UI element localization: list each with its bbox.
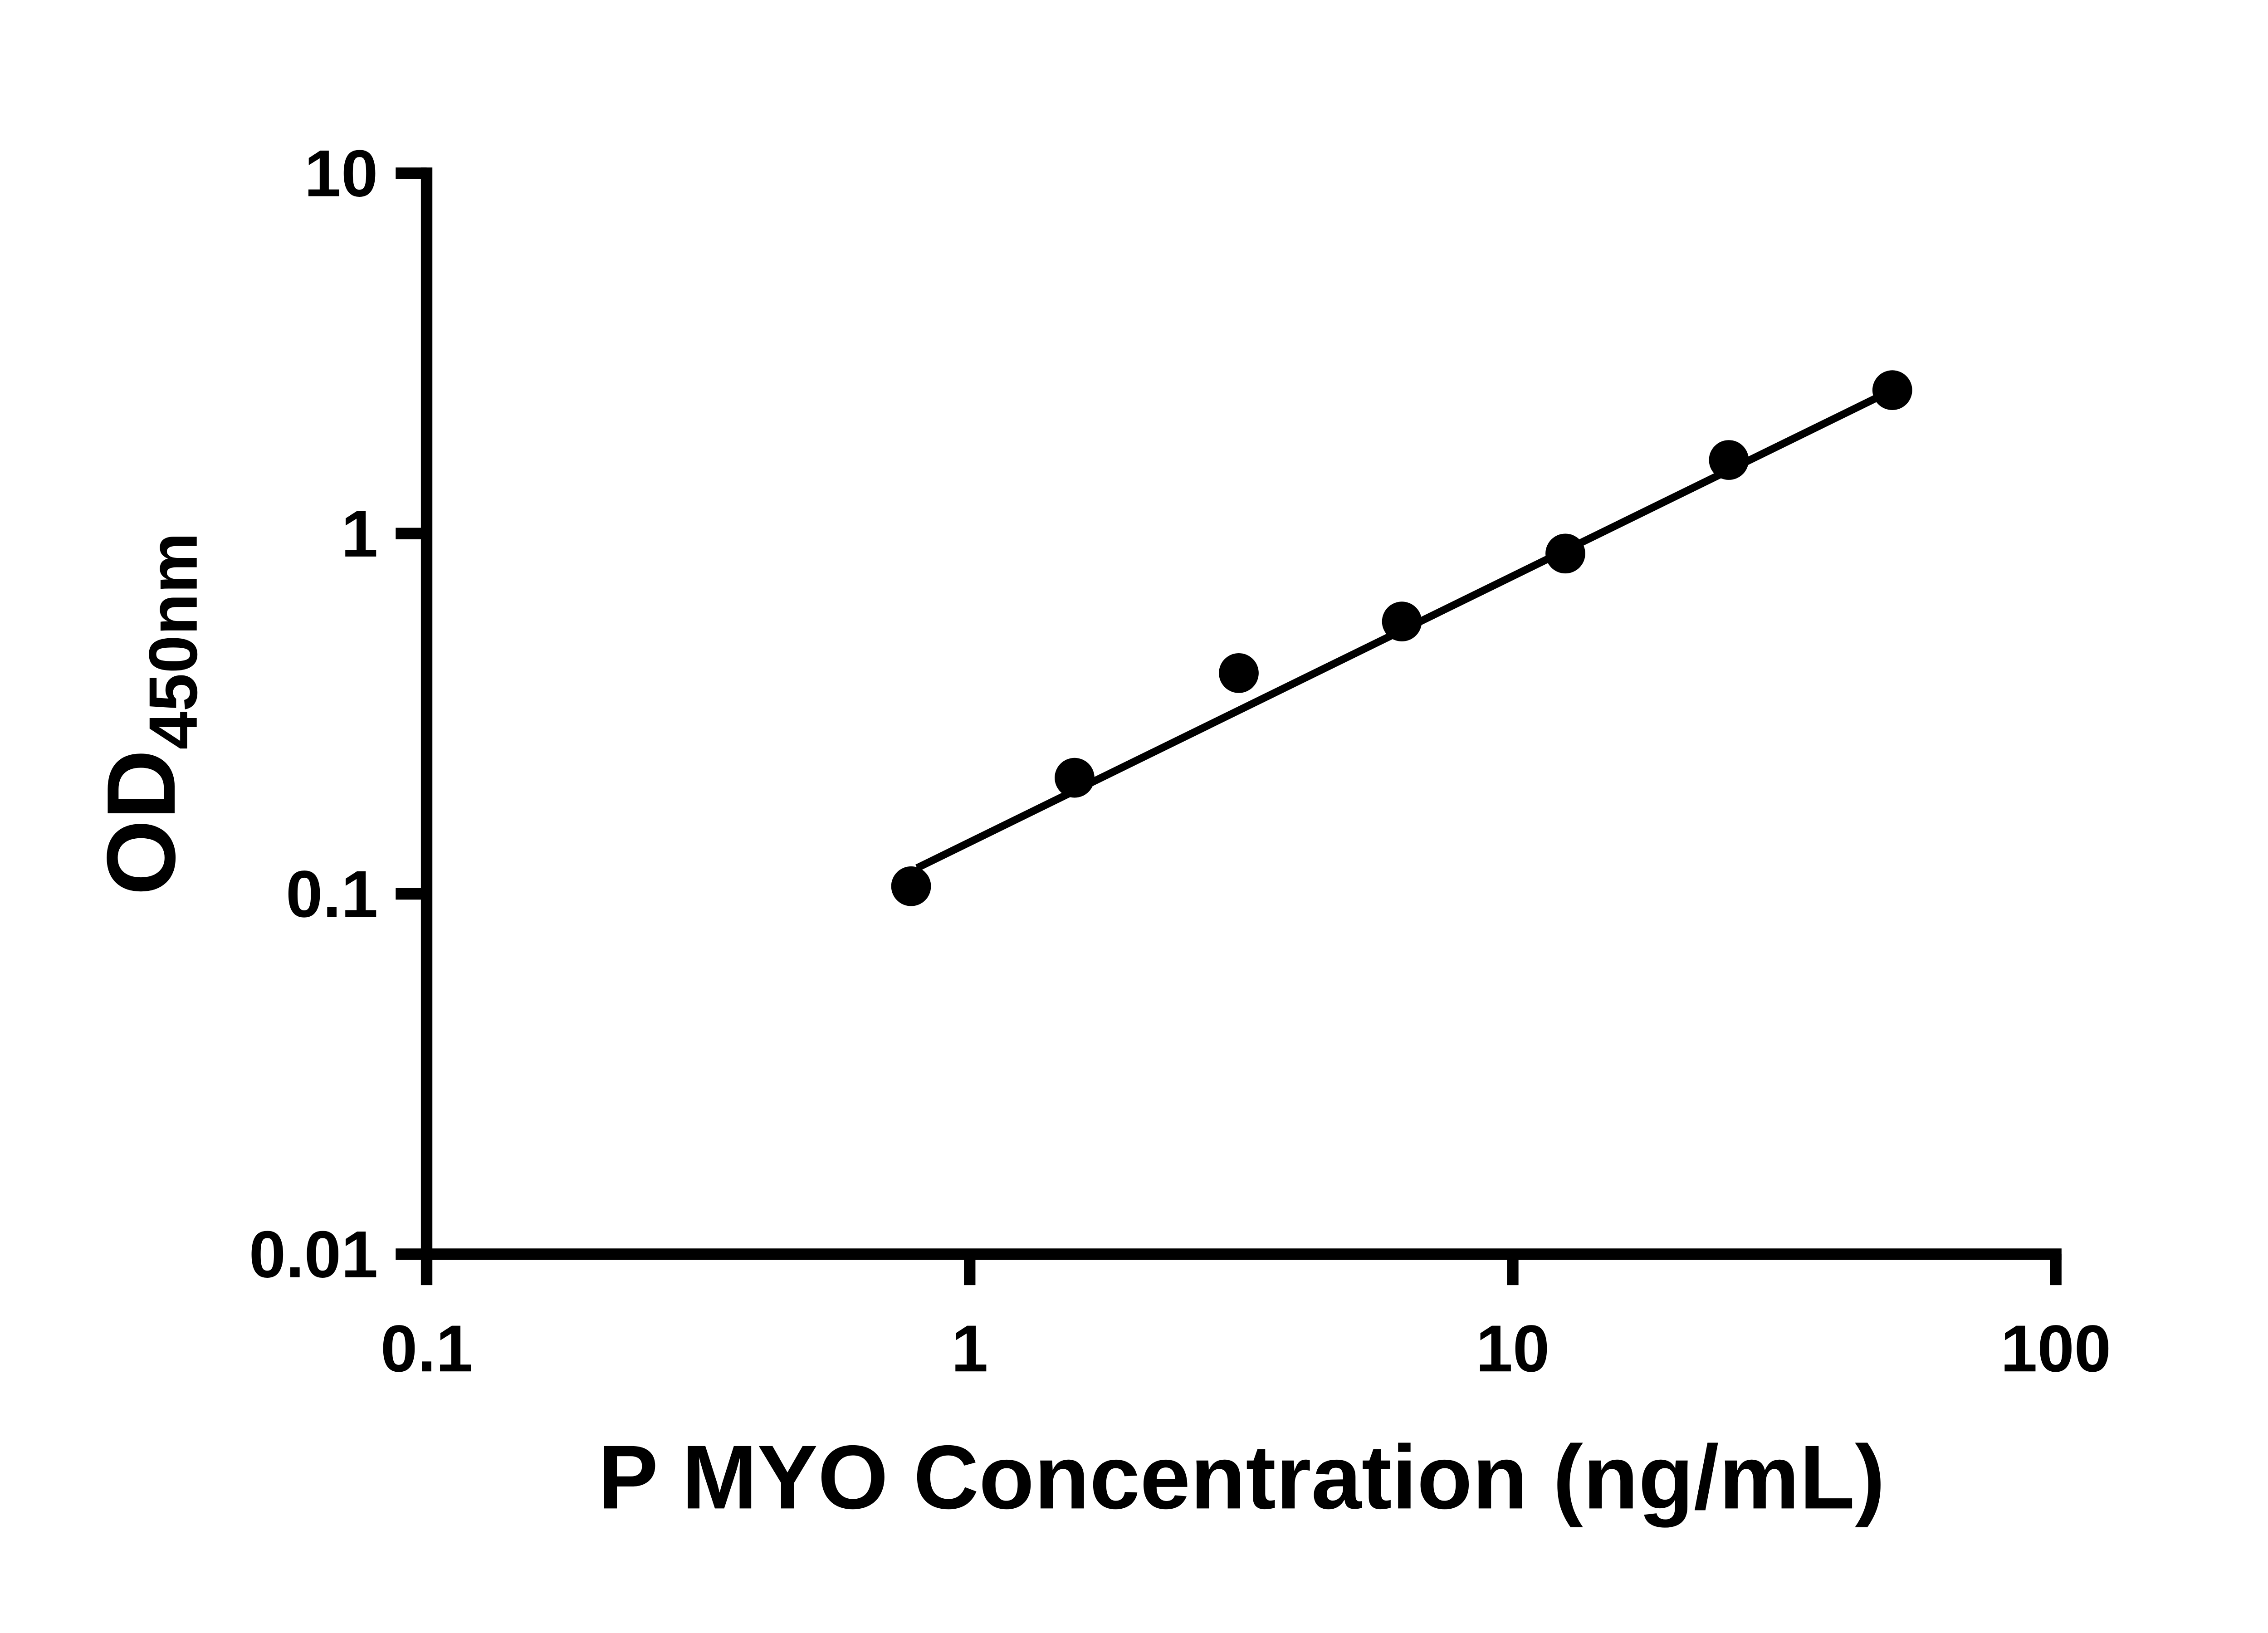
data-point [891, 866, 931, 906]
series [891, 370, 1912, 906]
data-point [1545, 533, 1585, 574]
axes [420, 167, 2062, 1260]
x-ticks [420, 1254, 2062, 1286]
y-tick-labels: 0.01 0.1 1 10 [249, 137, 378, 1291]
x-tick-label: 10 [1476, 1311, 1550, 1385]
x-tick-label: 100 [2000, 1311, 2111, 1385]
data-point [1382, 601, 1422, 641]
data-point [1219, 653, 1259, 693]
x-tick-label: 1 [951, 1311, 988, 1385]
data-point [1872, 370, 1912, 410]
y-axis-title: OD450nm [87, 533, 212, 895]
x-axis-title: P MYO Concentration (ng/mL) [598, 1427, 1885, 1528]
data-point [1055, 758, 1095, 798]
x-tick-label: 0.1 [381, 1311, 473, 1385]
x-tick-labels: 0.1 1 10 100 [381, 1311, 2111, 1385]
y-axis-title-main: OD [87, 749, 196, 895]
y-ticks [396, 167, 427, 1260]
data-point [1709, 440, 1749, 480]
y-tick-label: 10 [304, 137, 378, 210]
y-tick-label: 0.01 [249, 1217, 378, 1291]
y-tick-label: 0.1 [286, 857, 378, 931]
y-axis-title-sub: 450nm [135, 533, 212, 750]
y-tick-label: 1 [341, 497, 378, 571]
